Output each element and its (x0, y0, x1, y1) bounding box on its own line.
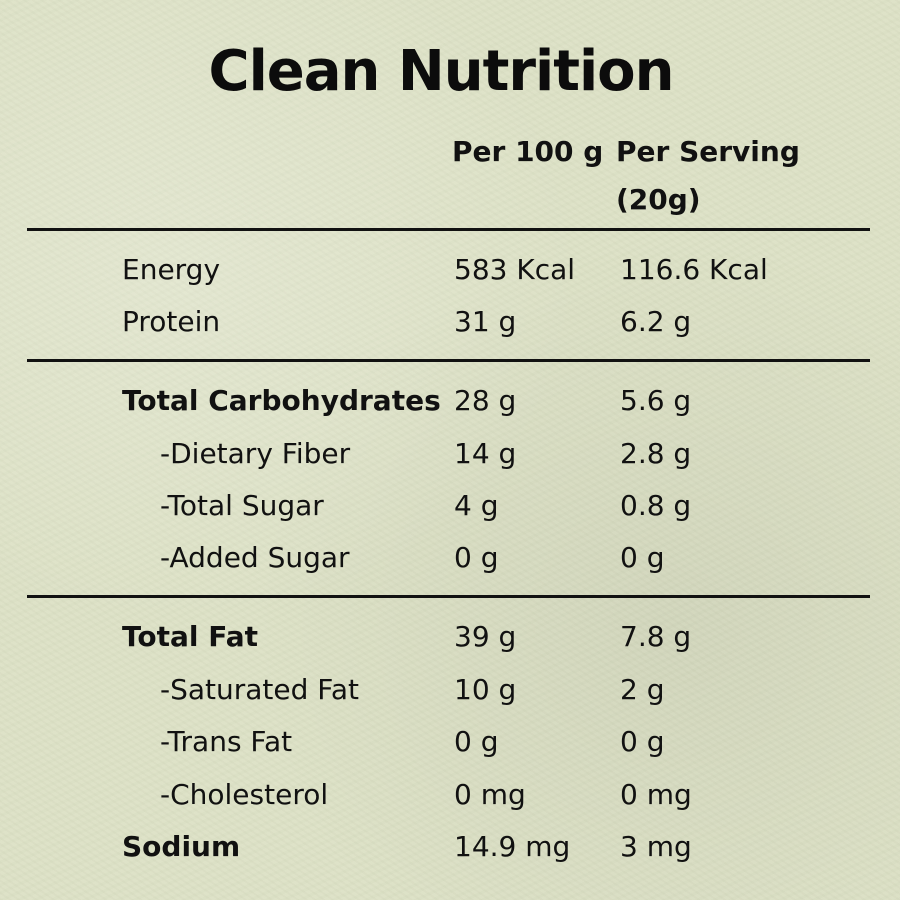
row-trans-fat-per-serving: 0 g (620, 725, 665, 758)
row-saturated-fat-label: -Saturated Fat (160, 673, 359, 706)
row-cholesterol-per-serving: 0 mg (620, 778, 692, 811)
divider-top (27, 228, 870, 231)
row-protein-per-serving: 6.2 g (620, 305, 692, 338)
row-added-sugar-label: -Added Sugar (160, 541, 350, 574)
row-fiber-per-serving: 2.8 g (620, 437, 692, 470)
row-energy-per-100g: 583 Kcal (454, 253, 576, 286)
row-total-sugar-per-serving: 0.8 g (620, 489, 692, 522)
row-fat-per-serving: 7.8 g (620, 620, 692, 653)
row-fiber-label: -Dietary Fiber (160, 437, 351, 470)
row-carbs-per-100g: 28 g (454, 384, 517, 417)
row-sodium-label: Sodium (122, 830, 241, 863)
row-trans-fat-label: -Trans Fat (160, 725, 293, 758)
row-total-sugar-per-100g: 4 g (454, 489, 499, 522)
row-saturated-fat-per-100g: 10 g (454, 673, 517, 706)
row-protein-label: Protein (122, 305, 221, 338)
row-added-sugar-per-serving: 0 g (620, 541, 665, 574)
row-sodium-per-serving: 3 mg (620, 830, 692, 863)
row-energy-per-serving: 116.6 Kcal (620, 253, 768, 286)
row-protein-per-100g: 31 g (454, 305, 517, 338)
column-header-per-100g: Per 100 g (452, 135, 604, 168)
page-title: Clean Nutrition (208, 39, 674, 104)
divider-carbs (27, 359, 870, 362)
row-carbs-per-serving: 5.6 g (620, 384, 692, 417)
row-fiber-per-100g: 14 g (454, 437, 517, 470)
row-energy-label: Energy (122, 253, 221, 286)
row-total-sugar-label: -Total Sugar (160, 489, 324, 522)
column-header-per-serving: Per Serving (20g) (616, 135, 800, 216)
row-added-sugar-per-100g: 0 g (454, 541, 499, 574)
row-fat-label: Total Fat (122, 620, 259, 653)
row-sodium-per-100g: 14.9 mg (454, 830, 571, 863)
divider-fat (27, 595, 870, 598)
row-fat-per-100g: 39 g (454, 620, 517, 653)
row-cholesterol-per-100g: 0 mg (454, 778, 526, 811)
row-carbs-label: Total Carbohydrates (122, 384, 441, 417)
row-trans-fat-per-100g: 0 g (454, 725, 499, 758)
row-cholesterol-label: -Cholesterol (160, 778, 329, 811)
row-saturated-fat-per-serving: 2 g (620, 673, 665, 706)
